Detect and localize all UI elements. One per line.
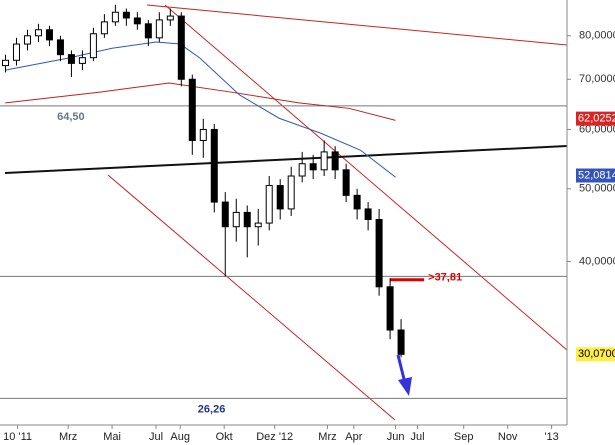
y-tick-label: 70,0000 bbox=[579, 73, 615, 85]
candle-body bbox=[375, 218, 383, 288]
candle-body bbox=[67, 54, 75, 64]
candle-body bbox=[331, 151, 339, 171]
arrow bbox=[396, 354, 412, 396]
candle-body bbox=[298, 163, 306, 177]
candle-body bbox=[177, 15, 185, 80]
moving-average bbox=[5, 41, 396, 178]
candle-body bbox=[232, 211, 240, 228]
candle-body bbox=[265, 185, 273, 224]
candle-body bbox=[243, 211, 251, 228]
x-tick-label: Jun bbox=[387, 431, 405, 443]
level-label: 26,26 bbox=[198, 403, 226, 415]
candle-body bbox=[221, 201, 229, 228]
arrow-shaft bbox=[396, 354, 407, 384]
x-tick-label: Mrz bbox=[59, 431, 77, 443]
x-tick-label: Okt bbox=[216, 431, 233, 443]
candle-body bbox=[166, 15, 174, 21]
x-tick-label: '13 bbox=[544, 431, 558, 443]
candle-body bbox=[364, 208, 372, 220]
candle-body bbox=[111, 11, 119, 23]
price-label-box bbox=[576, 347, 615, 362]
candle-body bbox=[78, 57, 86, 64]
level-label: 64,50 bbox=[57, 111, 85, 123]
candle-body bbox=[276, 185, 284, 210]
trend-line bbox=[4, 145, 568, 174]
x-tick-label: 10 '11 bbox=[3, 431, 32, 443]
candle-body bbox=[287, 175, 295, 210]
candle-body bbox=[122, 11, 130, 19]
price-label-box bbox=[576, 168, 615, 183]
candle-body bbox=[100, 21, 108, 35]
x-tick-label: Sep bbox=[454, 431, 474, 443]
y-tick-label: 40,0000 bbox=[579, 255, 615, 267]
price-label: 52,0814 bbox=[578, 169, 615, 181]
candle-body bbox=[199, 128, 207, 141]
candle-body bbox=[155, 19, 163, 39]
price-label: 62,0252 bbox=[578, 113, 615, 125]
trend-line bbox=[107, 174, 396, 421]
y-tick-label: 50,0000 bbox=[579, 183, 615, 195]
candle-body bbox=[23, 35, 31, 45]
candle-body bbox=[89, 33, 97, 59]
candle-body bbox=[353, 194, 361, 210]
x-tick-label: Mai bbox=[103, 431, 121, 443]
moving-average bbox=[5, 82, 396, 121]
candle-body bbox=[34, 29, 42, 37]
candle-body bbox=[210, 128, 218, 203]
y-tick-label: 80,0000 bbox=[579, 30, 615, 42]
x-tick-label: Jul bbox=[411, 431, 425, 443]
candle-body bbox=[320, 151, 328, 171]
x-tick-label: Aug bbox=[170, 431, 190, 443]
candle-body bbox=[254, 222, 262, 228]
candle-body bbox=[1, 59, 9, 67]
x-tick-label: Mrz bbox=[318, 431, 336, 443]
x-tick-label: Apr bbox=[345, 431, 362, 443]
trend-lines bbox=[4, 4, 568, 421]
candle-body bbox=[309, 163, 317, 171]
x-tick-label: Jul bbox=[149, 431, 163, 443]
candle-body bbox=[144, 23, 152, 39]
candle-body bbox=[45, 29, 53, 41]
arrow-head bbox=[398, 377, 412, 396]
candle-body bbox=[397, 329, 405, 355]
y-tick-label: 60,0000 bbox=[579, 123, 615, 135]
candle-body bbox=[188, 78, 196, 141]
price-label: 30,0700 bbox=[578, 348, 615, 360]
level-label: >37,81 bbox=[428, 272, 462, 284]
x-tick-label: Nov bbox=[498, 431, 518, 443]
candle-body bbox=[12, 43, 20, 61]
candle-body bbox=[342, 169, 350, 196]
x-tick-label: Dez '12 bbox=[256, 431, 293, 443]
trend-line bbox=[146, 4, 568, 46]
candle-body bbox=[133, 17, 141, 25]
candle-body bbox=[56, 39, 64, 56]
trend-line bbox=[164, 4, 568, 351]
candle-body bbox=[386, 286, 394, 331]
price-label-box bbox=[576, 111, 615, 126]
